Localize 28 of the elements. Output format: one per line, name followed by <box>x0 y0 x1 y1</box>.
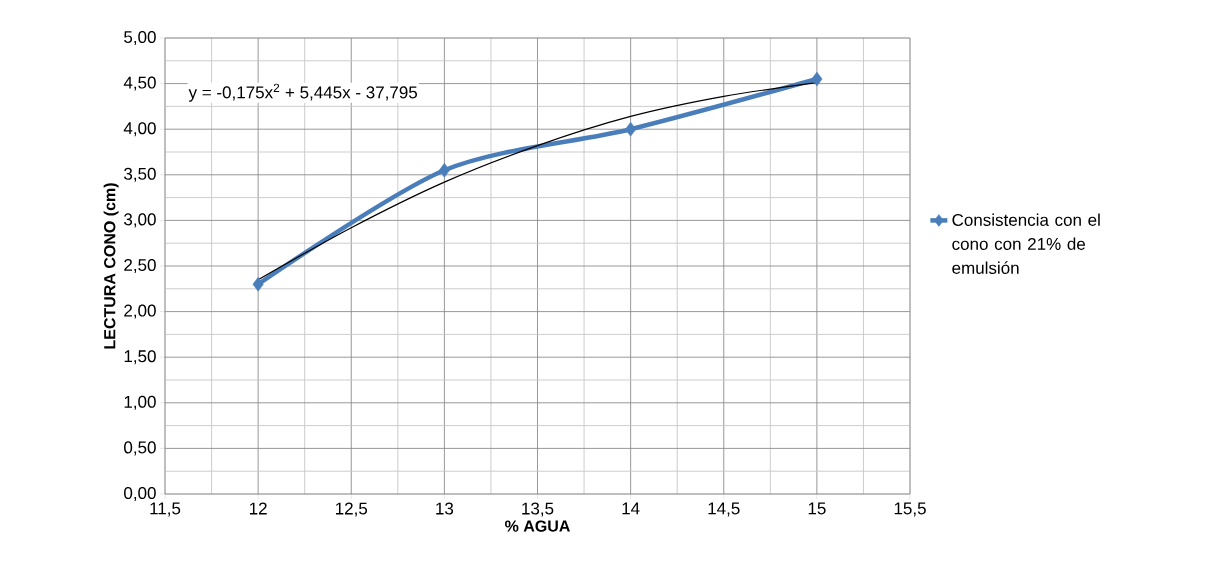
x-tick-label: 12,5 <box>336 502 368 517</box>
x-tick-label: 15 <box>808 502 826 515</box>
x-tick-label: 13 <box>436 502 454 515</box>
y-tick-label: 0,00 <box>124 486 156 502</box>
point <box>811 71 823 87</box>
y-tick-label: 5,00 <box>124 30 156 46</box>
x-axis-title: % AGUA <box>505 520 570 532</box>
y-axis-title: LECTURA CONO (cm) <box>103 183 119 349</box>
point <box>438 162 450 178</box>
legend-label: Consistencia con el cono con 21% de emulsión <box>952 213 1100 274</box>
point <box>625 121 637 137</box>
y-tick-label: 3,00 <box>124 213 156 228</box>
x-tick-label: 12 <box>249 502 267 515</box>
y-tick-label: 1,50 <box>124 350 156 365</box>
x-tick-label: 13,5 <box>522 502 554 517</box>
y-tick-label: 2,50 <box>124 258 156 274</box>
y-tick-label: 2,00 <box>124 304 156 319</box>
y-tick-label: 3,50 <box>124 167 156 182</box>
x-tick-label: 15,5 <box>894 502 926 517</box>
x-tick-label: 14,5 <box>708 502 740 517</box>
y-tick-label: 0,50 <box>124 441 156 456</box>
y-tick-label: 1,00 <box>124 395 156 410</box>
annotation: y = -0,175x$^{2}$ + 5,445x - 37,795 <box>188 83 418 102</box>
y-tick-label: 4,50 <box>123 76 156 91</box>
point <box>252 276 264 292</box>
y-tick-label: 4,00 <box>123 122 156 137</box>
x-tick-label: 11,5 <box>150 502 181 517</box>
x-tick-label: 14 <box>622 502 640 515</box>
